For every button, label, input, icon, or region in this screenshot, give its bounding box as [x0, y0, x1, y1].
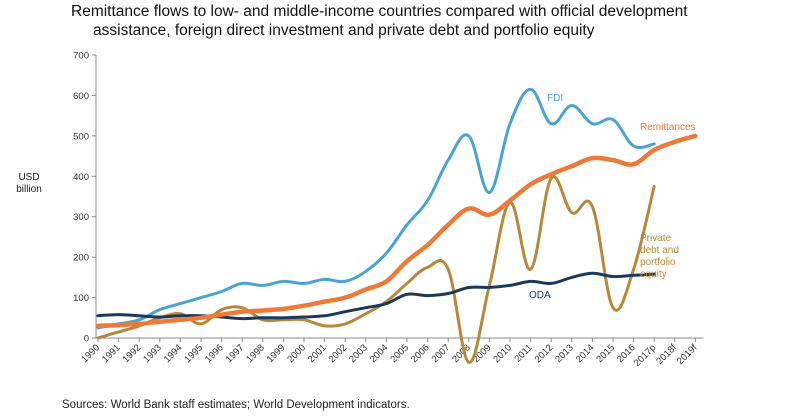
y-tick-label: 0: [84, 334, 89, 345]
x-tick-label: 2010: [491, 342, 514, 365]
x-tick-label: 1993: [141, 342, 164, 365]
x-tick-label: 2007: [430, 342, 453, 365]
x-tick-label: 1994: [162, 342, 185, 365]
x-tick-label: 2019f: [675, 342, 700, 367]
title-line-1: Remittance flows to low- and middle-inco…: [71, 3, 688, 20]
x-tick-label: 1992: [121, 342, 144, 365]
x-tick-label: 2002: [327, 342, 350, 365]
x-tick-label: 1990: [79, 342, 102, 365]
x-tick-label: 2006: [409, 342, 432, 365]
x-tick-label: 2014: [574, 342, 597, 365]
y-tick-label: 100: [73, 293, 89, 304]
x-tick-label: 1995: [182, 342, 205, 365]
x-tick-label: 2000: [285, 342, 308, 365]
series-labels: FDI Remittances Private debt and portfolio eq…: [529, 93, 696, 301]
y-tick-label: 200: [73, 253, 89, 264]
series-line-remittances: [95, 133, 698, 329]
y-tick-label: 600: [73, 91, 89, 102]
title-line-2: assistance, foreign direct investment an…: [93, 22, 595, 39]
x-tick-label: 2018f: [654, 342, 679, 367]
series-line-private-debt-and-portfolio-equity: [96, 175, 656, 364]
x-tick-label: 1999: [265, 342, 288, 365]
x-tick-label: 2011: [512, 342, 534, 364]
x-tick-label: 2012: [533, 342, 556, 365]
x-tick-label: 1996: [203, 342, 226, 365]
x-tick-label: 2003: [347, 342, 370, 365]
x-tick-label: 1991: [100, 342, 123, 365]
x-tick-label: 2017p: [632, 342, 658, 368]
x-tick-label: 2004: [368, 342, 391, 365]
series-label-oda: ODA: [529, 290, 551, 301]
y-tick-label: 300: [73, 212, 89, 223]
x-tick-label: 2005: [388, 342, 411, 365]
y-tick-label: 500: [73, 131, 89, 142]
x-tick-label: 2015: [594, 342, 617, 365]
series-line-oda: [96, 271, 656, 321]
source-note: Sources: World Bank staff estimates; Wor…: [62, 399, 410, 411]
y-tick-label: 700: [73, 51, 89, 62]
series-lines: [95, 87, 698, 364]
series-label-remittances: Remittances: [640, 122, 696, 133]
x-tick-label: 2001: [306, 342, 329, 365]
y-axis-unit-label: USD billion: [16, 172, 42, 195]
x-tick-label: 1998: [244, 342, 267, 365]
series-label-fdi: FDI: [547, 93, 563, 104]
x-tick-label: 1997: [224, 342, 247, 365]
series-line-fdi: [96, 87, 656, 330]
chart-title: Remittance flows to low- and middle-inco…: [71, 2, 751, 40]
y-tick-label: 400: [73, 172, 89, 183]
series-label-private-debt-and-portfolio-equity: Private debt and portfolio equity: [640, 233, 679, 280]
x-tick-label: 2013: [553, 342, 576, 365]
